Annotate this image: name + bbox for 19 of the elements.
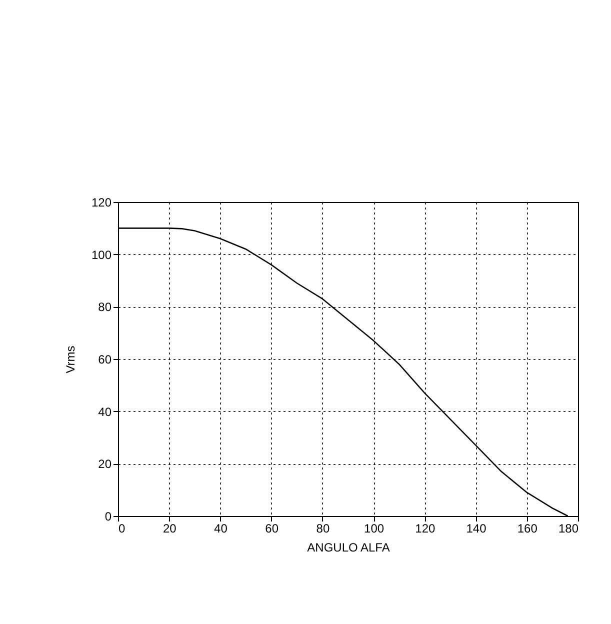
x-tick-label: 80 xyxy=(316,522,330,536)
y-tick-label: 60 xyxy=(98,352,112,366)
x-tick-label: 20 xyxy=(162,522,177,536)
x-axis-title: ANGULO ALFA xyxy=(307,540,390,554)
y-tick-label: 0 xyxy=(104,510,112,524)
y-tick-label: 40 xyxy=(98,404,112,419)
x-tick-label: 160 xyxy=(517,522,538,536)
x-tick-label: 100 xyxy=(364,522,384,536)
x-tick-label: 120 xyxy=(415,522,436,536)
y-tick-label: 20 xyxy=(98,457,112,472)
x-tick-label: 0 xyxy=(118,522,126,536)
x-tick-label: 140 xyxy=(466,522,487,536)
x-tick-label: 60 xyxy=(265,522,279,536)
y-tick-label: 120 xyxy=(91,196,112,210)
y-tick-label: 100 xyxy=(91,248,112,262)
x-tick-label: 180 xyxy=(558,522,579,536)
y-axis-title: Vrms xyxy=(63,346,78,374)
y-tick-label: 80 xyxy=(98,300,112,314)
x-tick-label: 40 xyxy=(214,522,228,536)
